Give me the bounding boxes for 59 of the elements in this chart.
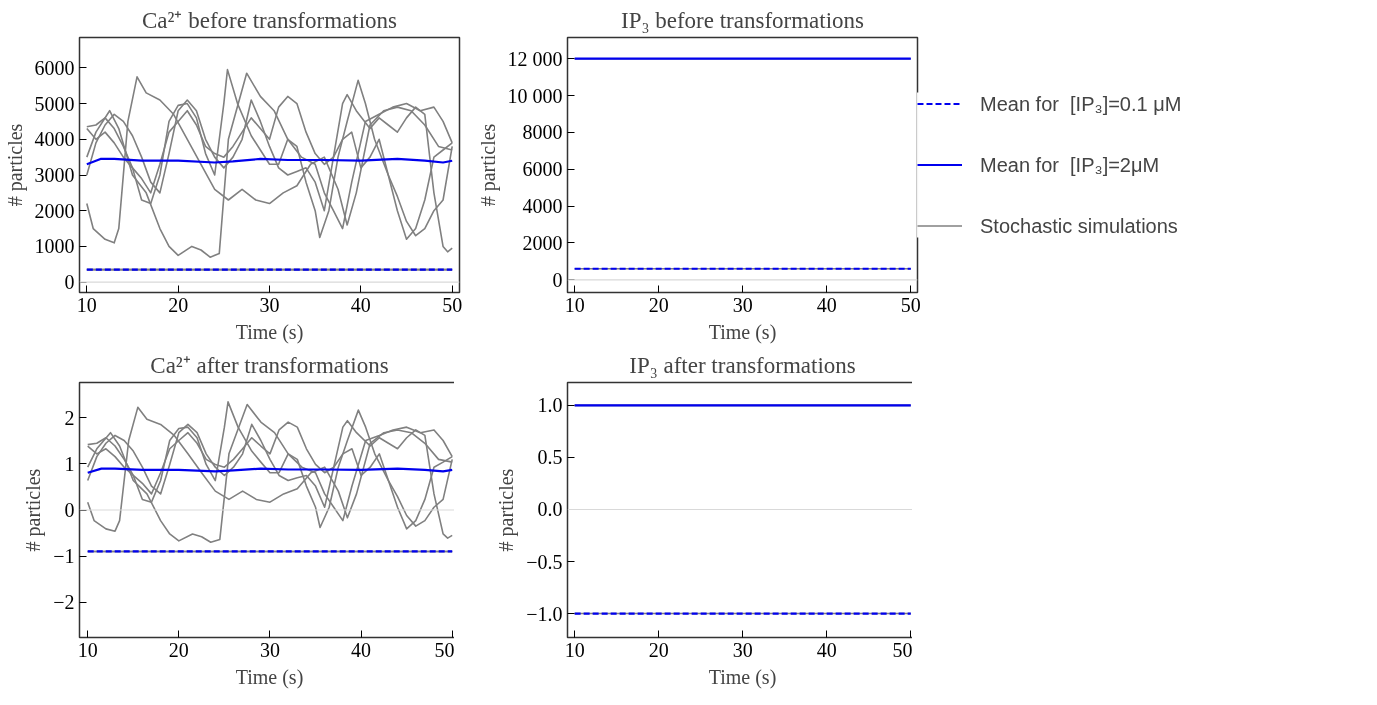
y-tick-label: 4000 bbox=[522, 195, 563, 218]
x-axis-title: Time (s) bbox=[708, 320, 777, 344]
x-tick-label: 30 bbox=[732, 638, 753, 661]
x-tick-label: 40 bbox=[350, 293, 371, 316]
x-tick-label: 40 bbox=[351, 638, 372, 661]
x-tick-label: 30 bbox=[259, 638, 280, 661]
x-tick-label: 20 bbox=[168, 638, 189, 661]
chart-title: Ca²⁺ before transformations bbox=[141, 7, 398, 33]
y-axis-title: # particles bbox=[495, 468, 519, 552]
y-tick-label: 10 000 bbox=[507, 84, 563, 107]
y-tick-label: 1 bbox=[64, 452, 75, 475]
x-tick-label: 40 bbox=[816, 638, 837, 661]
y-axis-title: # particles bbox=[22, 468, 46, 552]
y-tick-label: 0.0 bbox=[537, 498, 563, 521]
chart-title: IP₃ before transformations bbox=[620, 7, 865, 33]
x-tick-label: 50 bbox=[892, 638, 913, 661]
x-tick-label: 50 bbox=[434, 638, 455, 661]
x-axis-title: Time (s) bbox=[235, 665, 304, 689]
y-tick-label: −1.0 bbox=[526, 602, 563, 625]
legend-label: Stochastic simulations bbox=[980, 214, 1178, 237]
y-axis-title: # particles bbox=[3, 123, 27, 207]
y-tick-label: 2000 bbox=[522, 231, 563, 254]
x-tick-label: 20 bbox=[648, 293, 669, 316]
legend-label: Mean for [IP₃]=2μM bbox=[980, 153, 1160, 176]
x-tick-label: 20 bbox=[648, 638, 669, 661]
y-tick-label: 0 bbox=[552, 268, 563, 291]
y-tick-label: −2 bbox=[53, 591, 75, 614]
x-tick-label: 40 bbox=[816, 293, 837, 316]
y-tick-label: 4000 bbox=[34, 128, 75, 151]
y-tick-label: 6000 bbox=[522, 158, 563, 181]
x-axis-title: Time (s) bbox=[235, 320, 304, 344]
x-tick-label: 10 bbox=[564, 638, 585, 661]
y-tick-label: 1000 bbox=[34, 235, 75, 258]
x-tick-label: 10 bbox=[77, 638, 98, 661]
chart-title: IP₃ after transformations bbox=[629, 352, 856, 378]
y-tick-label: 8000 bbox=[522, 121, 563, 144]
chart-title: Ca²⁺ after transformations bbox=[150, 352, 389, 378]
x-axis-title: Time (s) bbox=[708, 665, 777, 689]
legend-label: Mean for [IP₃]=0.1 μM bbox=[980, 92, 1182, 115]
y-tick-label: 6000 bbox=[34, 56, 75, 79]
y-tick-label: 0.5 bbox=[537, 446, 563, 469]
x-tick-label: 30 bbox=[732, 293, 753, 316]
y-tick-label: 12 000 bbox=[507, 47, 563, 70]
x-tick-label: 10 bbox=[76, 293, 97, 316]
x-tick-label: 20 bbox=[168, 293, 189, 316]
y-tick-label: 2000 bbox=[34, 199, 75, 222]
x-tick-label: 10 bbox=[564, 293, 585, 316]
y-tick-label: 0 bbox=[64, 271, 75, 294]
y-tick-label: 0 bbox=[64, 499, 75, 521]
y-tick-label: 1.0 bbox=[537, 394, 563, 417]
y-tick-label: 5000 bbox=[34, 92, 75, 115]
x-tick-label: 50 bbox=[900, 293, 921, 316]
y-tick-label: −0.5 bbox=[526, 550, 563, 573]
x-tick-label: 30 bbox=[259, 293, 280, 316]
x-tick-label: 50 bbox=[442, 293, 463, 316]
y-tick-label: 3000 bbox=[34, 164, 75, 186]
y-axis-title: # particles bbox=[476, 123, 500, 207]
y-tick-label: 2 bbox=[64, 406, 75, 429]
y-tick-label: −1 bbox=[53, 545, 75, 568]
